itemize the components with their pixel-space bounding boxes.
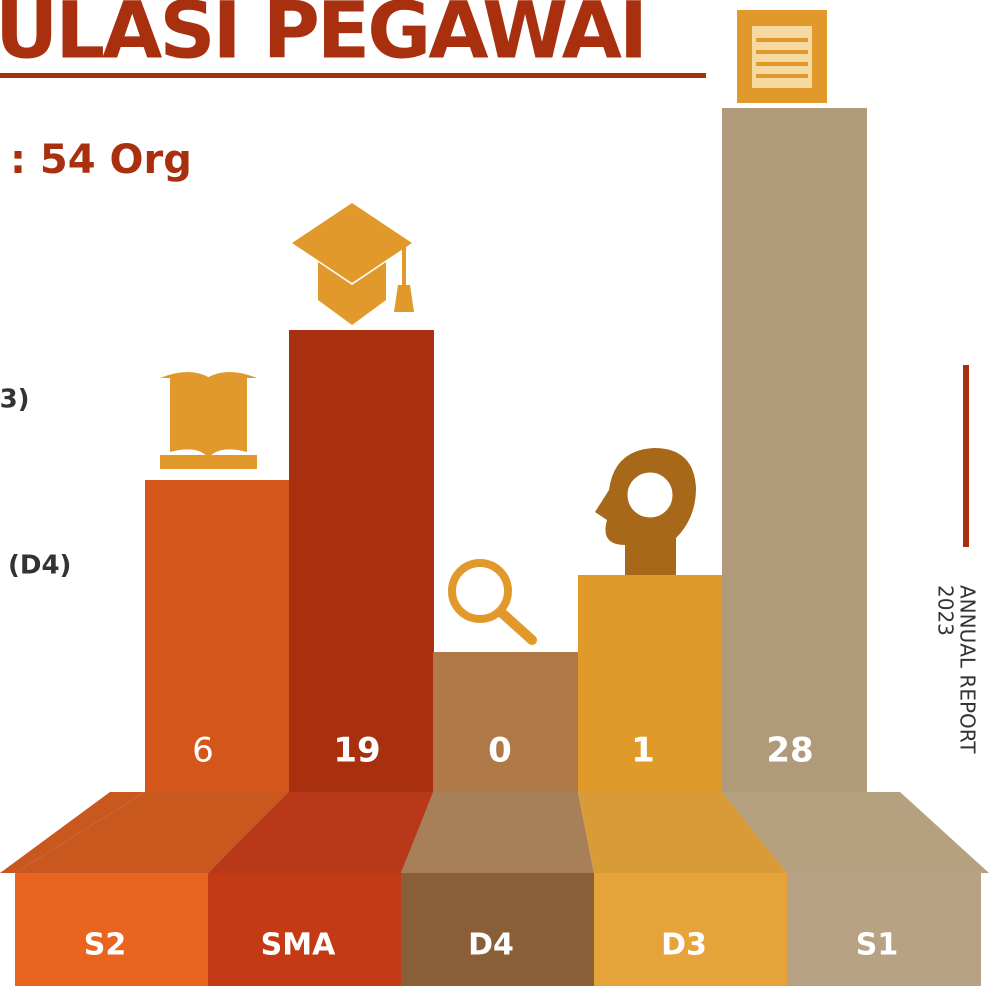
magnifier-icon: [448, 559, 537, 645]
graduation-icon: [292, 203, 414, 325]
accent-line: [963, 365, 969, 547]
bar-floor: [722, 792, 980, 873]
side-label: (D4): [8, 551, 71, 581]
report-label: ANNUAL REPORT: [956, 585, 980, 754]
side-label: D3): [0, 385, 30, 415]
notepad-icon: [737, 10, 827, 103]
bar-category: S1: [856, 928, 898, 963]
bar: [578, 575, 723, 792]
bar-category: S2: [84, 928, 126, 963]
bar-front: [15, 873, 209, 986]
bar-front: [208, 873, 402, 986]
title-underline: [0, 73, 706, 78]
title: ULASI PEGAWAI: [0, 0, 645, 76]
total: : 54 Org: [10, 137, 192, 183]
bar: [289, 330, 434, 792]
bar-value: 0: [488, 731, 512, 771]
bar-category: SMA: [261, 928, 336, 963]
bar-value: 1: [631, 731, 655, 771]
bar-front: [787, 873, 981, 986]
bar-floor: [401, 792, 594, 873]
report-year: 2023: [934, 585, 958, 636]
bar-value: 6: [192, 731, 214, 771]
bar-floor: [208, 792, 434, 873]
bar-floor: [578, 792, 787, 873]
bar-front: [594, 873, 788, 986]
bar-floor: [15, 792, 290, 873]
bar: [145, 480, 290, 792]
bar: [722, 108, 867, 792]
bar-category: D4: [468, 928, 514, 963]
bar-front: [401, 873, 595, 986]
bar-value: 19: [333, 731, 380, 771]
bar-value: 28: [766, 731, 813, 771]
bar-category: D3: [661, 928, 707, 963]
floor-side: [866, 792, 989, 873]
bar: [433, 652, 578, 792]
head-icon: [595, 448, 696, 575]
book-icon: [160, 372, 257, 469]
floor-side: [0, 792, 145, 873]
